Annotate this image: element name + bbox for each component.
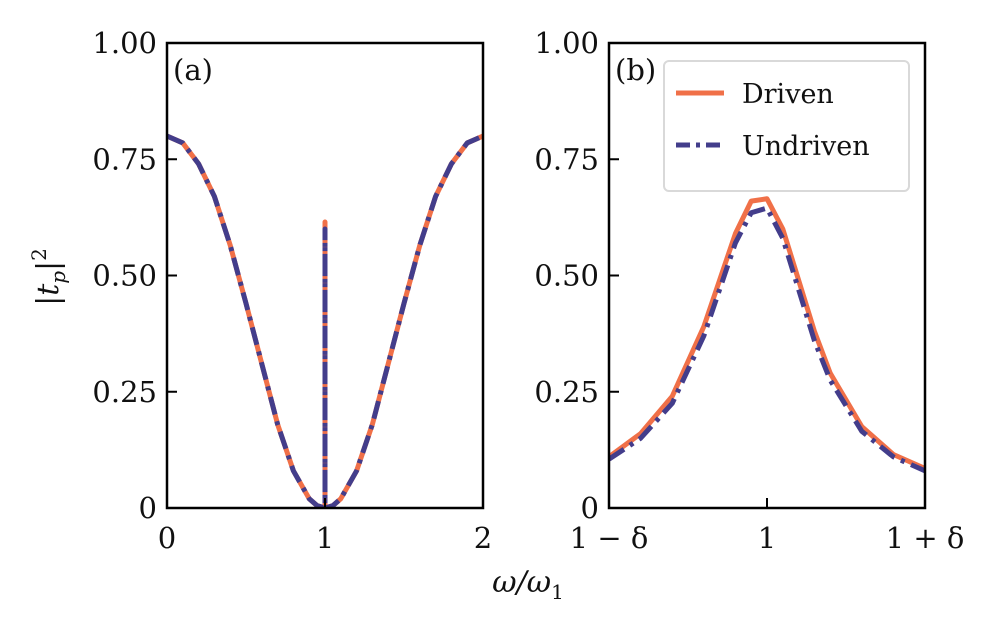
x-tick-label: 2	[474, 521, 492, 555]
x-tick-label: 0	[158, 521, 176, 555]
y-tick-label: 0.50	[92, 259, 157, 293]
y-tick-label: 1.00	[92, 26, 157, 60]
x-tick-label: 1 − δ	[570, 521, 649, 555]
x-axis-title: ω/ω1	[492, 565, 564, 604]
series-line-driven	[167, 133, 483, 508]
legend: Driven Undriven	[663, 60, 910, 192]
plot-area	[609, 196, 925, 474]
x-tick-label: 1	[758, 521, 776, 555]
panel-label: (a)	[173, 53, 213, 87]
y-tick-label: 0.75	[92, 142, 157, 176]
y-tick-label: 0	[581, 491, 599, 525]
series-line-undriven	[167, 133, 483, 508]
y-tick-label: 1.00	[534, 26, 599, 60]
x-tick-label: 1	[316, 521, 334, 555]
legend-box	[663, 60, 910, 192]
y-tick-label: 0.75	[534, 142, 599, 176]
legend-label-driven: Driven	[742, 79, 834, 110]
y-axis-title: |tp|2	[27, 248, 70, 306]
legend-label-undriven: Undriven	[742, 131, 870, 162]
series-line-driven	[609, 196, 925, 471]
panel-a: 0 0.25 0.50 0.75 1.00 0 1 2 (a)	[92, 26, 492, 555]
panel-label: (b)	[615, 53, 656, 87]
plot-area	[167, 133, 483, 508]
y-tick-label: 0.25	[92, 375, 157, 409]
y-tick-label: 0.25	[534, 375, 599, 409]
panel-b: 0 0.25 0.50 0.75 1.00 1 − δ 1 1 + δ (b) Driven Und…	[534, 26, 964, 555]
x-tick-label: 1 + δ	[886, 521, 965, 555]
y-tick-label: 0	[139, 491, 157, 525]
series-line-undriven	[609, 205, 925, 474]
y-tick-label: 0.50	[534, 259, 599, 293]
